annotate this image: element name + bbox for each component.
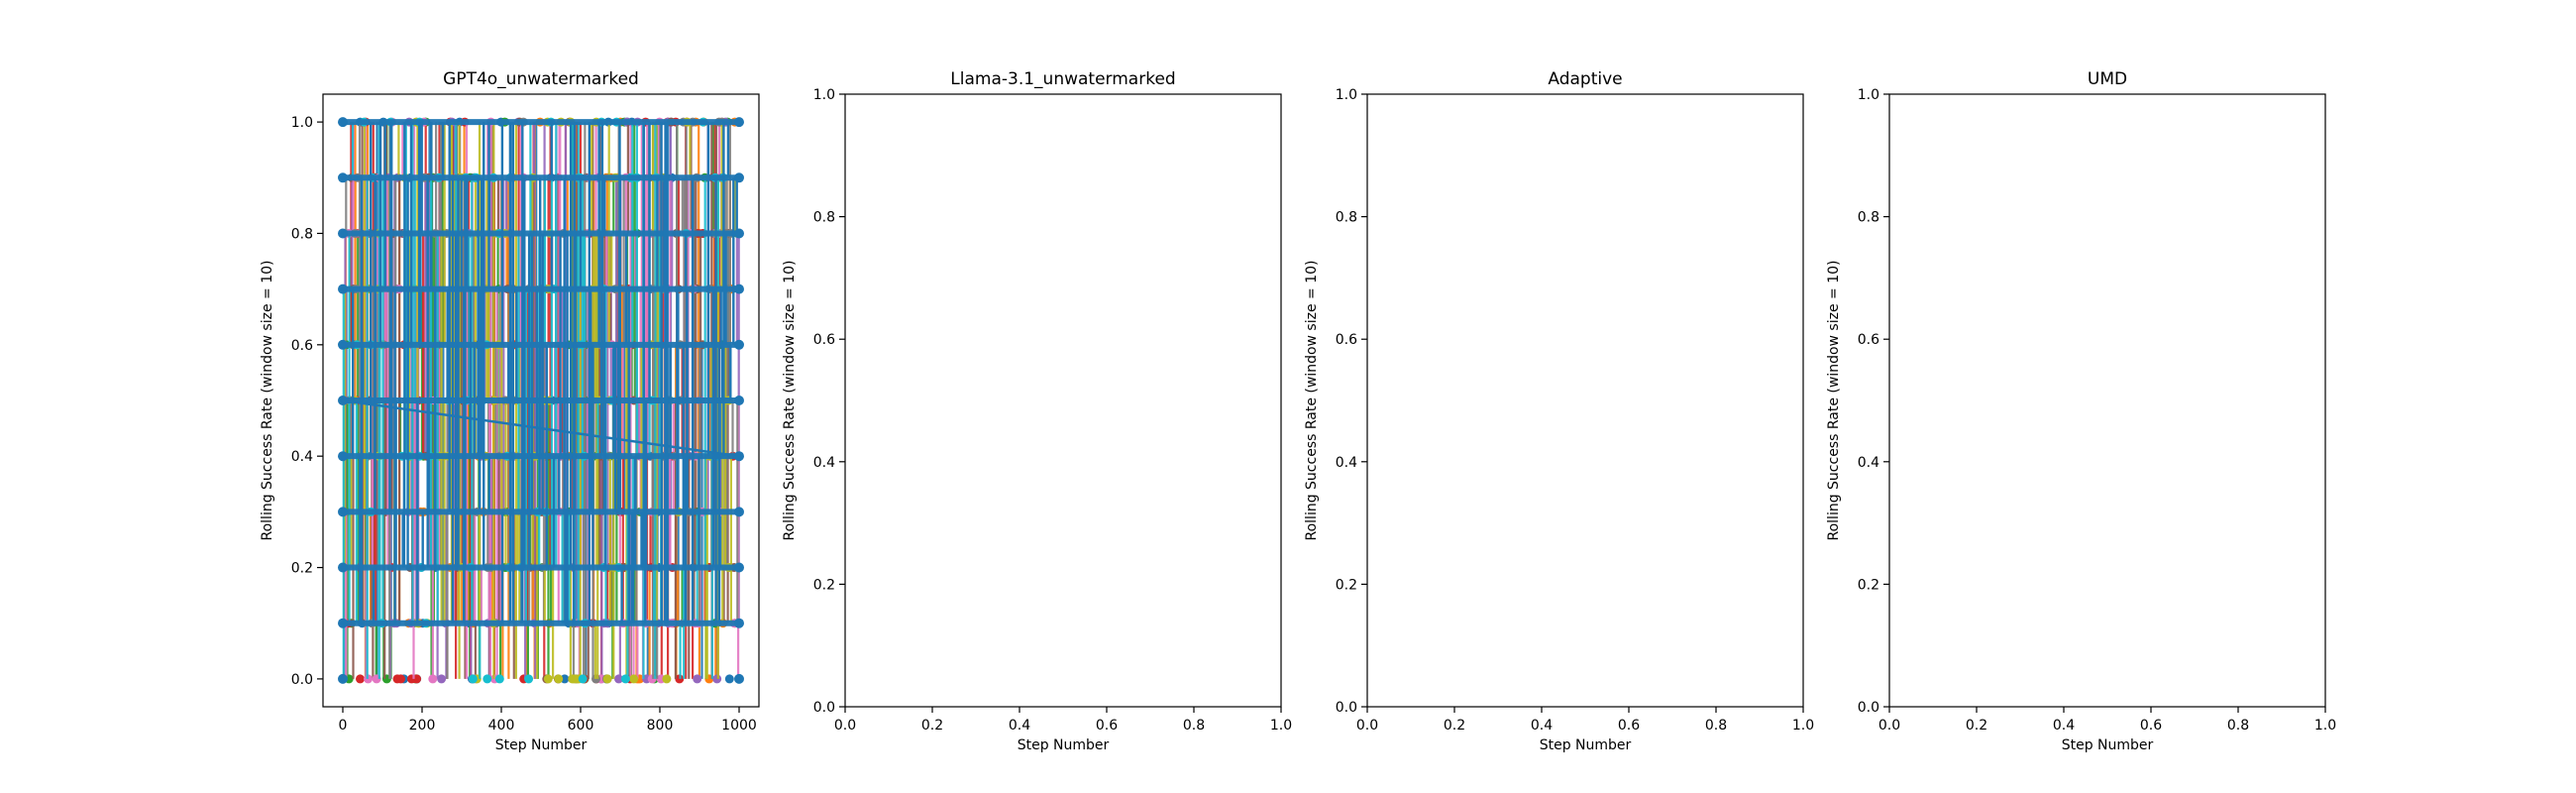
y-axis: 0.0 0.2 0.4 0.6 0.8 1.0 bbox=[813, 87, 845, 716]
y-tick-label: 0.0 bbox=[813, 700, 835, 716]
x-axis-label: Step Number bbox=[1018, 737, 1110, 753]
subplot-title: GPT4o_unwatermarked bbox=[443, 69, 639, 89]
y-tick-label: 0.2 bbox=[813, 577, 835, 593]
subplot-title: UMD bbox=[2088, 69, 2127, 89]
x-tick-label: 0.0 bbox=[1878, 718, 1900, 734]
x-tick-label: 0.8 bbox=[2227, 718, 2249, 734]
y-axis: 0.0 0.2 0.4 0.6 0.8 1.0 bbox=[1858, 87, 1889, 716]
y-tick-label: 0.8 bbox=[1336, 210, 1357, 226]
y-axis-label: Rolling Success Rate (window size = 10) bbox=[260, 261, 275, 541]
y-tick-label: 0.6 bbox=[291, 338, 313, 354]
y-tick-label: 0.6 bbox=[1858, 332, 1879, 348]
x-tick-label: 0.8 bbox=[1705, 718, 1727, 734]
subplot-1: 0 200 400 600 800 1000 0.0 0.2 0.4 0.6 0.8 1.0 GPT4o… bbox=[260, 69, 760, 753]
dominant-transitions bbox=[352, 122, 738, 623]
series-markers bbox=[356, 117, 730, 684]
y-tick-label: 0.4 bbox=[813, 455, 835, 471]
y-axis-label: Rolling Success Rate (window size = 10) bbox=[1826, 261, 1842, 541]
y-tick-label: 0.2 bbox=[291, 561, 313, 577]
x-tick-label: 0.6 bbox=[1618, 718, 1640, 734]
x-tick-label: 0.6 bbox=[2140, 718, 2162, 734]
x-tick-label: 0.2 bbox=[1444, 718, 1465, 734]
subplot-title: Adaptive bbox=[1548, 69, 1622, 89]
x-tick-label: 1.0 bbox=[2314, 718, 2336, 734]
x-axis: 0.0 0.2 0.4 0.6 0.8 1.0 bbox=[834, 707, 1292, 734]
x-axis-label: Step Number bbox=[2062, 737, 2154, 753]
y-tick-label: 0.0 bbox=[291, 672, 313, 688]
x-tick-label: 0.0 bbox=[1356, 718, 1378, 734]
y-tick-label: 0.8 bbox=[1858, 210, 1879, 226]
x-tick-label: 600 bbox=[568, 718, 594, 734]
x-tick-label: 1.0 bbox=[1270, 718, 1292, 734]
x-tick-label: 0.4 bbox=[2053, 718, 2075, 734]
x-tick-label: 400 bbox=[488, 718, 515, 734]
series-markers bbox=[344, 117, 739, 684]
x-axis-label: Step Number bbox=[1540, 737, 1632, 753]
x-tick-label: 800 bbox=[647, 718, 674, 734]
x-tick-label: 1000 bbox=[721, 718, 757, 734]
y-tick-label: 0.6 bbox=[813, 332, 835, 348]
x-tick-label: 0 bbox=[339, 718, 348, 734]
y-tick-label: 0.8 bbox=[813, 210, 835, 226]
x-axis-label: Step Number bbox=[495, 737, 588, 753]
subplot-title: Llama-3.1_unwatermarked bbox=[950, 69, 1175, 89]
plot-data bbox=[338, 117, 744, 684]
x-tick-label: 0.8 bbox=[1183, 718, 1205, 734]
y-tick-label: 1.0 bbox=[1336, 87, 1357, 103]
x-tick-label: 1.0 bbox=[1792, 718, 1814, 734]
y-tick-label: 0.6 bbox=[1336, 332, 1357, 348]
y-axis: 0.0 0.2 0.4 0.6 0.8 1.0 bbox=[1336, 87, 1367, 716]
x-tick-label: 200 bbox=[409, 718, 436, 734]
y-tick-label: 0.0 bbox=[1336, 700, 1357, 716]
axes-frame bbox=[1888, 93, 2326, 708]
y-tick-label: 0.2 bbox=[1858, 577, 1879, 593]
y-tick-label: 0.2 bbox=[1336, 577, 1357, 593]
y-tick-label: 0.4 bbox=[1858, 455, 1879, 471]
y-tick-label: 0.4 bbox=[1336, 455, 1357, 471]
subplot-4: 0.0 0.2 0.4 0.6 0.8 1.0 0.0 0.2 0.4 0.6 0.8 1.0 UMD S… bbox=[1826, 69, 2336, 753]
x-tick-label: 0.6 bbox=[1096, 718, 1118, 734]
x-tick-label: 0.4 bbox=[1531, 718, 1553, 734]
y-tick-label: 0.4 bbox=[291, 449, 313, 465]
y-tick-label: 1.0 bbox=[1858, 87, 1879, 103]
x-axis: 0.0 0.2 0.4 0.6 0.8 1.0 bbox=[1878, 707, 2336, 734]
axes-frame bbox=[322, 93, 760, 708]
y-tick-label: 1.0 bbox=[813, 87, 835, 103]
drift-line bbox=[342, 398, 740, 458]
y-tick-label: 0.0 bbox=[1858, 700, 1879, 716]
x-axis: 0.0 0.2 0.4 0.6 0.8 1.0 bbox=[1356, 707, 1814, 734]
y-tick-label: 1.0 bbox=[291, 115, 313, 131]
y-axis-label: Rolling Success Rate (window size = 10) bbox=[1304, 261, 1320, 541]
y-axis: 0.0 0.2 0.4 0.6 0.8 1.0 bbox=[291, 115, 323, 688]
dominant-series bbox=[338, 117, 744, 684]
subplot-3: 0.0 0.2 0.4 0.6 0.8 1.0 0.0 0.2 0.4 0.6 0.8 1.0 Adap… bbox=[1304, 69, 1814, 753]
subplot-2: 0.0 0.2 0.4 0.6 0.8 1.0 0.0 0.2 0.4 0.6 0.8 1.0 Llam… bbox=[782, 69, 1292, 753]
x-tick-label: 0.2 bbox=[1966, 718, 1987, 734]
axes-frame bbox=[844, 93, 1282, 708]
y-tick-label: 0.8 bbox=[291, 226, 313, 242]
axes-frame bbox=[1366, 93, 1804, 708]
y-axis-label: Rolling Success Rate (window size = 10) bbox=[782, 261, 798, 541]
x-tick-label: 0.4 bbox=[1009, 718, 1030, 734]
x-tick-label: 0.0 bbox=[834, 718, 856, 734]
series-markers bbox=[345, 117, 735, 684]
x-tick-label: 0.2 bbox=[921, 718, 943, 734]
x-axis: 0 200 400 600 800 1000 bbox=[339, 707, 757, 734]
